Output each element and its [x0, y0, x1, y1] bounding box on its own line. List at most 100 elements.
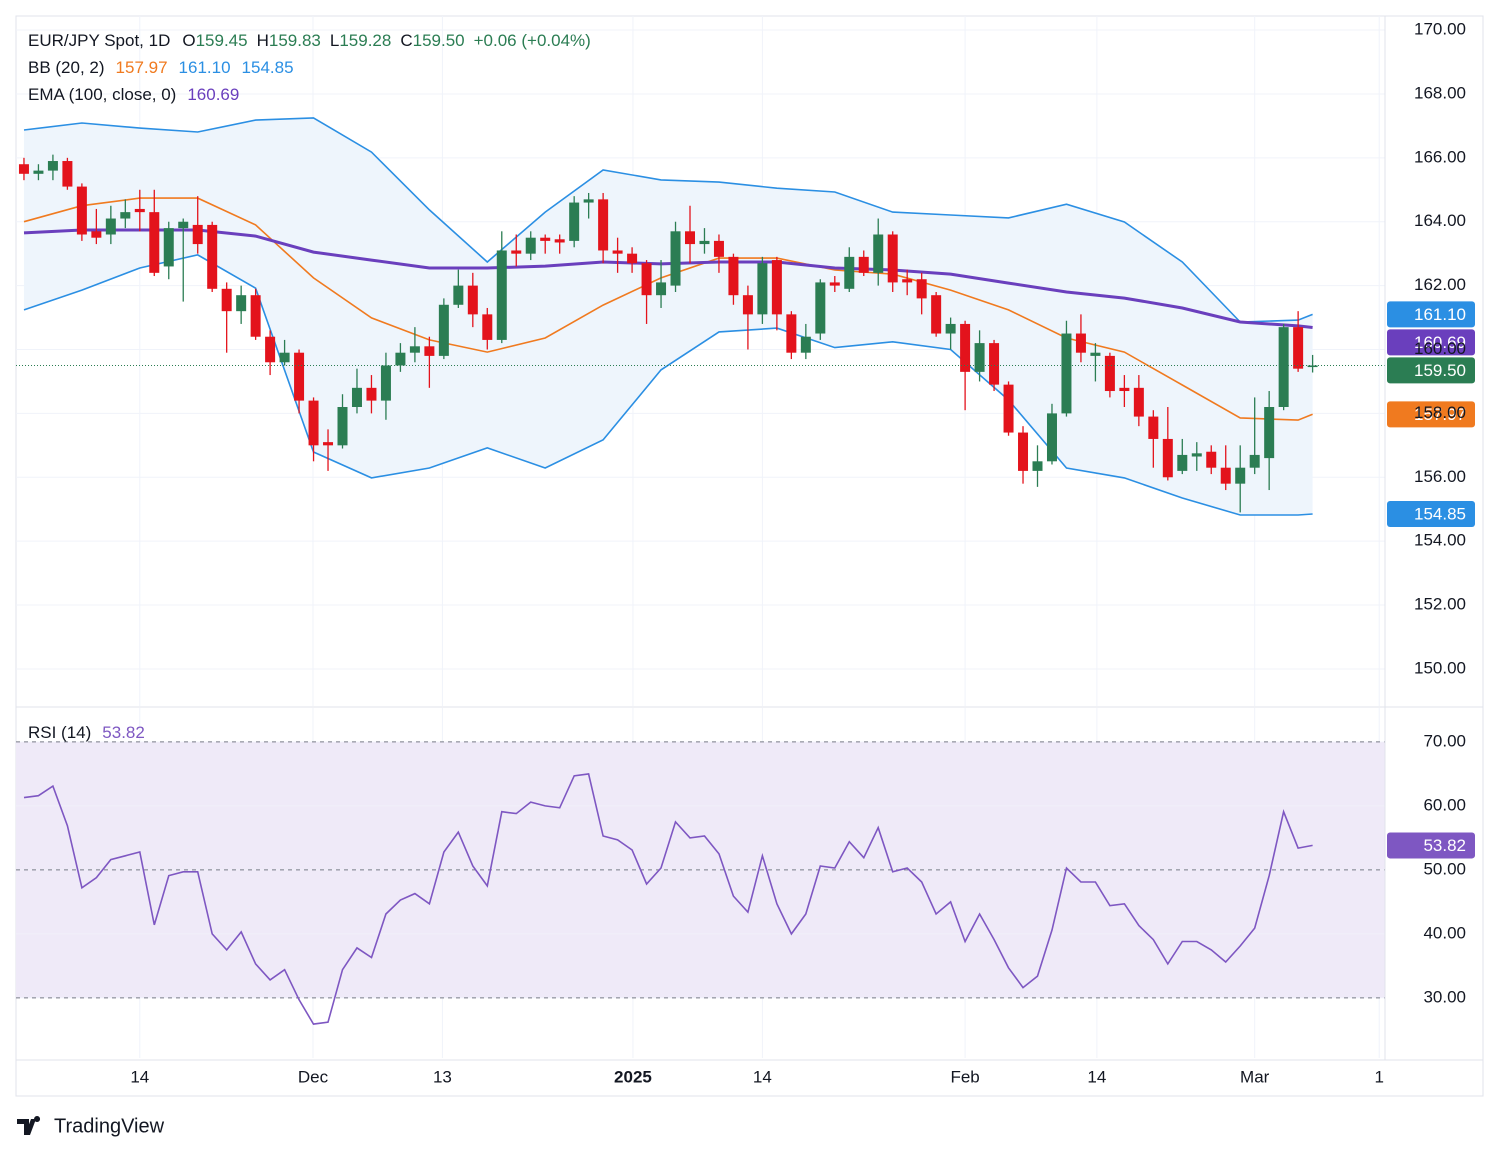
candle-body: [1162, 438, 1173, 478]
bollinger-upper: [23, 117, 1313, 323]
logo-mark: [17, 1116, 41, 1135]
candle-body: [265, 336, 276, 363]
candle-body: [149, 212, 160, 273]
candle-body: [134, 208, 145, 213]
candle-body: [409, 346, 420, 353]
legend-value: 160.69: [187, 85, 239, 104]
candle-body: [685, 231, 696, 245]
candle-body: [728, 256, 739, 296]
candle-body: [294, 352, 305, 401]
candle-body: [279, 352, 290, 363]
legend-value: EUR/JPY Spot, 1D: [28, 31, 170, 50]
candle-body: [1046, 413, 1057, 462]
axis-tag: [1387, 501, 1475, 528]
legend-value: C: [400, 31, 412, 50]
axis-tag-label: 161.10: [1414, 305, 1466, 324]
candle-body: [178, 221, 189, 229]
legend-row: EUR/JPY Spot, 1D O159.45 H159.83 L159.28 C15…: [28, 31, 591, 50]
axis-tag-label: 53.82: [1423, 836, 1466, 855]
legend-value: L: [330, 31, 339, 50]
y-tick-label: 156.00: [1414, 467, 1466, 486]
y-tick-label: 164.00: [1414, 211, 1466, 230]
candle-body: [1206, 451, 1217, 468]
candle-body: [656, 282, 667, 296]
y-tick-label: 30.00: [1423, 987, 1466, 1006]
axis-tag-label: 159.50: [1414, 361, 1466, 380]
candle-body: [1235, 467, 1246, 484]
candle-body: [351, 387, 362, 407]
candle-body: [815, 282, 826, 334]
candle-body: [771, 260, 782, 315]
candle-body: [858, 256, 869, 273]
legend-value: RSI (14): [28, 723, 91, 742]
brand-logo: TradingView: [17, 1115, 165, 1137]
candle-body: [250, 295, 261, 337]
legend-value: H: [257, 31, 269, 50]
legend-value: 161.10: [179, 58, 231, 77]
axis-tag: [1387, 301, 1475, 328]
legend-row: EMA (100, close, 0) 160.69: [28, 85, 239, 104]
legend-value: 154.85: [242, 58, 294, 77]
candle-body: [945, 323, 956, 334]
x-tick-label: 1: [1374, 1067, 1383, 1086]
candle-body: [1293, 327, 1304, 369]
legend-value: 53.82: [102, 723, 145, 742]
candle-body: [1177, 454, 1188, 471]
candle-body: [395, 352, 406, 366]
axis-tag-label: 157.97: [1414, 405, 1466, 424]
candle-body: [467, 285, 478, 315]
legend-row: RSI (14) 53.82: [28, 723, 145, 742]
y-tick-label: 160.00: [1414, 339, 1466, 358]
x-tick-label: Mar: [1240, 1067, 1270, 1086]
legend-value: O: [182, 31, 195, 50]
candle-body: [511, 250, 522, 254]
candle-body: [1104, 355, 1115, 392]
candle-body: [641, 263, 652, 296]
brand-name: TradingView: [54, 1115, 165, 1137]
candle-body: [47, 161, 58, 171]
candle-body: [554, 239, 565, 243]
candle-body: [496, 250, 507, 340]
candle-body: [308, 400, 319, 446]
legend-value: +0.06 (+0.04%): [474, 31, 591, 50]
candle-body: [887, 234, 898, 283]
candle-body: [873, 234, 884, 273]
candle-body: [960, 323, 971, 372]
legend-value: 159.45: [196, 31, 248, 50]
candle-body: [453, 285, 464, 305]
x-tick-label: 2025: [614, 1067, 652, 1086]
legend-value: 159.50: [413, 31, 465, 50]
x-tick-label: Feb: [950, 1067, 979, 1086]
candle-body: [163, 228, 174, 267]
y-tick-label: 50.00: [1423, 859, 1466, 878]
candle-body: [931, 295, 942, 334]
candle-body: [525, 237, 536, 254]
candle-body: [1264, 407, 1275, 459]
candle-body: [1307, 365, 1318, 368]
candle-body: [1220, 467, 1231, 484]
candle-body: [1090, 352, 1101, 356]
candle-body: [105, 218, 116, 235]
y-tick-label: 166.00: [1414, 147, 1466, 166]
y-tick-label: 150.00: [1414, 658, 1466, 677]
candle-body: [1018, 432, 1029, 471]
candle-body: [33, 170, 44, 174]
rsi-line: [23, 773, 1313, 1025]
candle-body: [699, 240, 710, 245]
candle-body: [1249, 454, 1260, 468]
candle-body: [598, 199, 609, 251]
y-tick-label: 158.00: [1414, 403, 1466, 422]
candle-body: [1032, 461, 1043, 471]
candle-body: [670, 231, 681, 286]
candle-body: [337, 407, 348, 446]
candle-body: [192, 224, 203, 245]
candle-body: [207, 224, 218, 289]
overlay-layer: EUR/JPY Spot, 1D O159.45 H159.83 L159.28 C15…: [28, 31, 1475, 859]
candle-body: [236, 295, 247, 312]
candle-body: [540, 237, 551, 241]
candle-body: [91, 231, 102, 238]
candle-body: [1075, 333, 1086, 353]
legend-row: BB (20, 2) 157.97 161.10 154.85: [28, 58, 294, 77]
candle-body: [989, 343, 1000, 385]
